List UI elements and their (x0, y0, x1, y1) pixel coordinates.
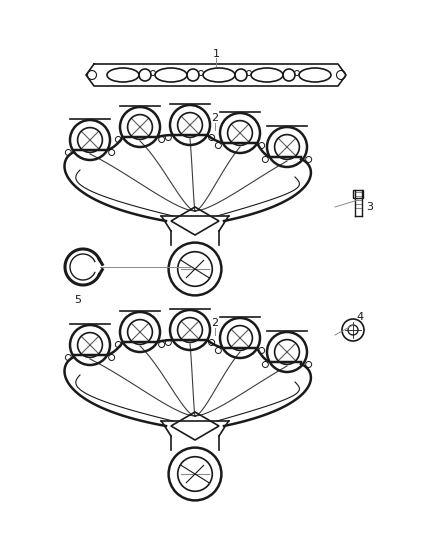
Circle shape (220, 318, 260, 358)
Circle shape (70, 120, 110, 160)
Circle shape (120, 107, 160, 147)
Text: 2: 2 (212, 113, 219, 123)
Circle shape (170, 105, 210, 145)
Bar (353, 190, 363, 198)
Circle shape (267, 127, 307, 167)
Text: 5: 5 (74, 295, 81, 305)
Circle shape (342, 319, 364, 341)
Text: 4: 4 (357, 312, 364, 322)
Text: 3: 3 (367, 202, 374, 212)
Circle shape (169, 448, 221, 500)
Text: 2: 2 (212, 318, 219, 328)
Text: 1: 1 (212, 49, 219, 59)
Circle shape (70, 325, 110, 365)
Circle shape (267, 332, 307, 372)
Circle shape (120, 312, 160, 352)
Circle shape (169, 243, 221, 295)
Circle shape (220, 113, 260, 153)
Circle shape (170, 310, 210, 350)
